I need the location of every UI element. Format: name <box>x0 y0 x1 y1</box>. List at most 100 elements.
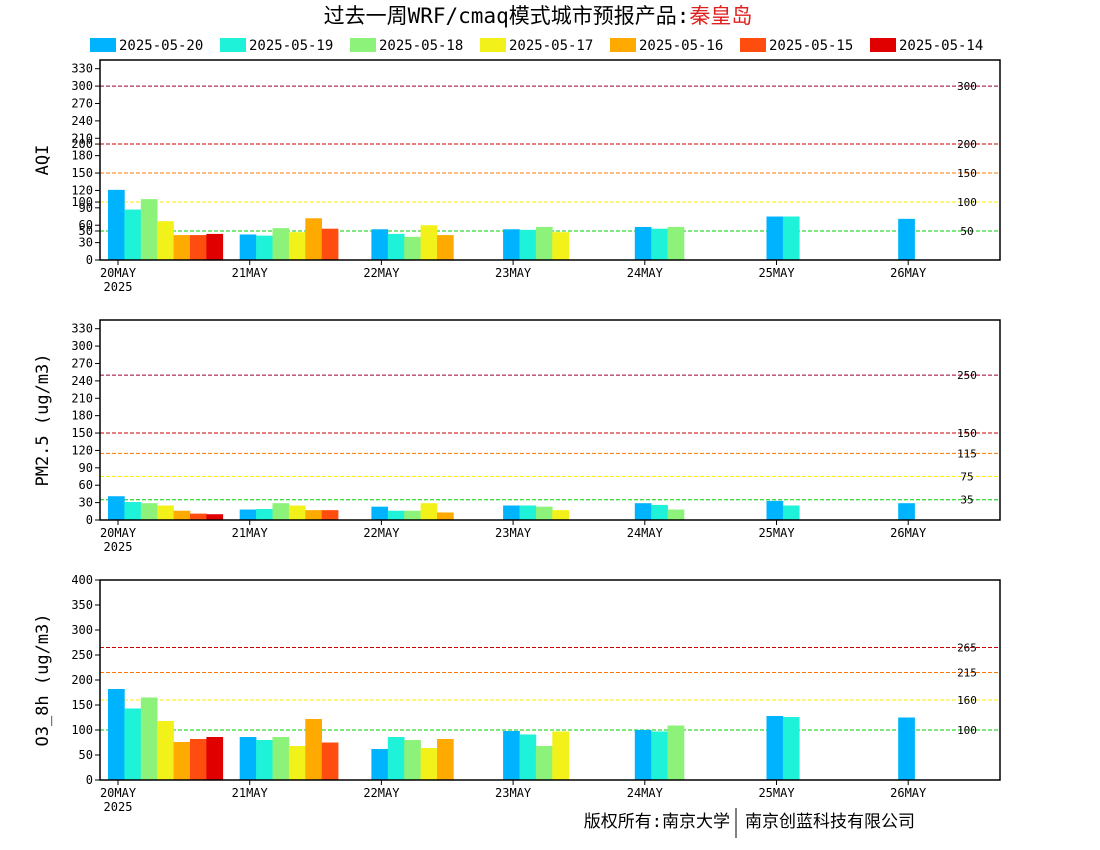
bar-2025-05-20-22MAY <box>371 506 389 520</box>
legend-swatch-2025-05-15 <box>740 38 766 52</box>
y-tick-label: 240 <box>71 114 93 128</box>
bar-2025-05-20-25MAY <box>766 500 784 520</box>
bar-2025-05-20-22MAY <box>371 229 389 260</box>
bar-2025-05-18-23MAY <box>535 746 553 780</box>
bar-2025-05-19-21MAY <box>256 740 273 780</box>
x-tick-label-25MAY: 25MAY <box>758 786 795 800</box>
y-tick-label: 0 <box>86 253 93 267</box>
bar-2025-05-20-21MAY <box>239 234 257 260</box>
x-tick-label-21MAY: 21MAY <box>232 526 269 540</box>
bar-2025-05-18-24MAY <box>667 725 685 780</box>
legend-swatch-2025-05-14 <box>870 38 896 52</box>
bar-2025-05-19-20MAY <box>124 209 142 260</box>
bar-2025-05-20-24MAY <box>634 503 652 520</box>
bar-2025-05-16-20MAY <box>173 742 191 780</box>
x-year-label: 2025 <box>104 800 133 814</box>
bar-2025-05-17-22MAY <box>420 503 438 520</box>
x-year-label: 2025 <box>104 280 133 294</box>
y-tick-label: 350 <box>71 598 93 612</box>
y-tick-label: 150 <box>71 426 93 440</box>
bar-2025-05-16-20MAY <box>173 510 191 520</box>
x-tick-label-23MAY: 23MAY <box>495 786 532 800</box>
bar-2025-05-17-22MAY <box>420 748 438 780</box>
bar-2025-05-18-21MAY <box>272 737 290 780</box>
bar-2025-05-20-26MAY <box>898 503 915 520</box>
y-axis-label: AQI <box>33 145 53 176</box>
y-tick-label: 60 <box>79 478 93 492</box>
bar-2025-05-17-20MAY <box>157 221 174 260</box>
bar-2025-05-18-21MAY <box>272 503 290 520</box>
bar-2025-05-19-22MAY <box>387 737 405 780</box>
bar-2025-05-19-23MAY <box>519 229 537 260</box>
y-tick-label: 210 <box>71 391 93 405</box>
y-tick-label: 300 <box>71 79 93 93</box>
y-tick-label: 90 <box>79 201 93 215</box>
bar-2025-05-19-21MAY <box>256 508 273 520</box>
threshold-label-160: 160 <box>957 694 977 707</box>
legend-swatch-2025-05-19 <box>220 38 246 52</box>
y-tick-label: 270 <box>71 96 93 110</box>
threshold-label-50: 50 <box>960 225 973 238</box>
y-tick-label: 180 <box>71 149 93 163</box>
threshold-label-215: 215 <box>957 667 977 680</box>
plot-frame <box>99 319 1001 521</box>
legend-label-2025-05-17: 2025-05-17 <box>509 38 593 54</box>
bar-2025-05-19-22MAY <box>387 233 405 260</box>
bar-2025-05-16-21MAY <box>305 218 322 260</box>
bar-2025-05-20-26MAY <box>898 717 915 780</box>
bar-2025-05-17-20MAY <box>157 505 174 520</box>
bar-2025-05-20-20MAY <box>108 189 125 260</box>
bar-2025-05-20-21MAY <box>239 509 257 520</box>
bar-2025-05-19-20MAY <box>124 708 142 780</box>
y-tick-label: 120 <box>71 183 93 197</box>
x-year-label: 2025 <box>104 540 133 554</box>
y-tick-label: 240 <box>71 374 93 388</box>
bar-2025-05-20-21MAY <box>239 737 257 780</box>
bar-2025-05-20-22MAY <box>371 749 389 780</box>
bar-2025-05-17-21MAY <box>288 746 306 780</box>
x-tick-label-26MAY: 26MAY <box>890 786 927 800</box>
x-tick-label-24MAY: 24MAY <box>627 786 664 800</box>
bar-2025-05-16-22MAY <box>437 235 454 260</box>
bar-2025-05-15-20MAY <box>190 739 207 780</box>
bar-2025-05-18-22MAY <box>404 236 421 260</box>
bar-2025-05-20-26MAY <box>898 218 915 260</box>
bar-2025-05-18-22MAY <box>404 740 421 780</box>
bar-2025-05-20-23MAY <box>503 731 520 780</box>
chart-title-city: 秦皇岛 <box>689 4 752 28</box>
bar-2025-05-19-21MAY <box>256 235 273 260</box>
y-tick-label: 0 <box>86 773 93 787</box>
footer-company: 南京创蓝科技有限公司 <box>745 812 915 832</box>
bar-2025-05-16-21MAY <box>305 510 322 520</box>
y-tick-label: 60 <box>79 218 93 232</box>
y-axis-label: O3_8h (ug/m3) <box>33 613 53 746</box>
y-tick-label: 210 <box>71 131 93 145</box>
bar-2025-05-17-23MAY <box>552 510 569 520</box>
bar-2025-05-18-20MAY <box>140 697 158 780</box>
bar-2025-05-15-20MAY <box>190 235 207 260</box>
bar-2025-05-19-23MAY <box>519 505 537 520</box>
chart-panel-2: 250 150 115 75 35 0 30 60 90 120 150 180 210 240 270 30… <box>33 319 1001 554</box>
bar-2025-05-20-25MAY <box>766 216 784 260</box>
bar-2025-05-18-23MAY <box>535 506 553 520</box>
x-tick-label-24MAY: 24MAY <box>627 266 664 280</box>
plot-frame <box>99 59 1001 261</box>
bar-2025-05-14-20MAY <box>206 514 224 520</box>
bar-2025-05-17-21MAY <box>288 232 306 260</box>
bar-2025-05-15-21MAY <box>321 228 339 260</box>
x-tick-label-23MAY: 23MAY <box>495 526 532 540</box>
chart-panel-3: 265 215 160 100 0 50 100 150 200 250 300 350 400 O3_8… <box>33 573 1001 814</box>
legend-swatch-2025-05-17 <box>480 38 506 52</box>
bar-2025-05-15-21MAY <box>321 510 339 520</box>
bar-2025-05-20-24MAY <box>634 730 652 780</box>
bar-2025-05-19-22MAY <box>387 510 405 520</box>
bar-2025-05-16-21MAY <box>305 719 322 780</box>
y-tick-label: 0 <box>86 513 93 527</box>
bar-2025-05-20-23MAY <box>503 505 520 520</box>
y-tick-label: 300 <box>71 623 93 637</box>
y-tick-label: 50 <box>79 224 93 238</box>
chart-title: 过去一周WRF/cmaq模式城市预报产品:秦皇岛 <box>324 4 753 28</box>
y-tick-label: 200 <box>71 137 93 151</box>
bar-2025-05-17-22MAY <box>420 225 438 260</box>
y-tick-label: 180 <box>71 409 93 423</box>
